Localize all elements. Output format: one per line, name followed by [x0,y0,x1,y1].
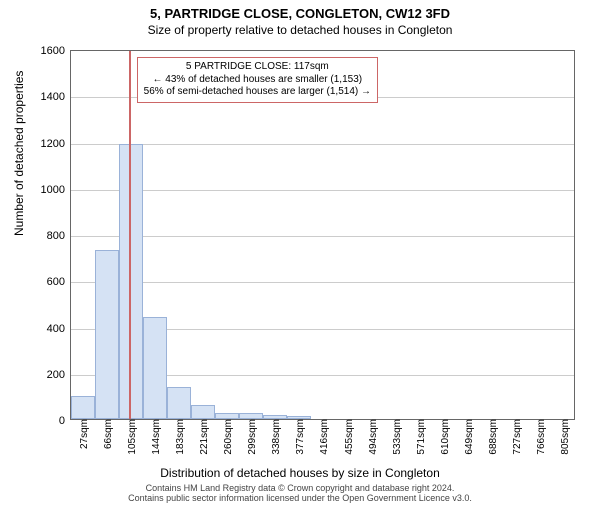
x-tick-label: 571sqm [412,419,427,455]
y-tick-label: 200 [47,369,71,381]
container: 5, PARTRIDGE CLOSE, CONGLETON, CW12 3FD … [0,6,600,506]
x-tick-label: 260sqm [219,419,234,455]
x-tick-label: 144sqm [147,419,162,455]
x-tick-label: 494sqm [364,419,379,455]
y-tick-label: 600 [47,276,71,288]
x-tick-label: 805sqm [556,419,571,455]
gridline [71,144,574,145]
x-tick-label: 533sqm [388,419,403,455]
x-tick-label: 727sqm [508,419,523,455]
x-tick-label: 66sqm [99,419,114,449]
footnote-line2: Contains public sector information licen… [128,493,472,503]
x-tick-label: 377sqm [291,419,306,455]
x-tick-label: 766sqm [532,419,547,455]
histogram-bar [191,405,215,419]
x-tick-label: 299sqm [243,419,258,455]
annotation-box: 5 PARTRIDGE CLOSE: 117sqm← 43% of detach… [137,57,378,103]
y-tick-label: 1000 [41,184,71,196]
y-tick-label: 1200 [41,138,71,150]
chart-area: 0200400600800100012001400160027sqm66sqm1… [70,50,575,420]
annotation-line: ← 43% of detached houses are smaller (1,… [144,74,371,87]
gridline [71,190,574,191]
chart-subtitle: Size of property relative to detached ho… [0,23,600,37]
y-tick-label: 1600 [41,45,71,57]
histogram-bar [119,144,143,419]
x-tick-label: 221sqm [195,419,210,455]
x-tick-label: 416sqm [315,419,330,455]
y-tick-label: 800 [47,230,71,242]
annotation-line: 56% of semi-detached houses are larger (… [144,86,371,99]
y-axis-label: Number of detached properties [12,71,26,236]
x-tick-label: 688sqm [484,419,499,455]
x-tick-label: 649sqm [460,419,475,455]
plot-region: 0200400600800100012001400160027sqm66sqm1… [70,50,575,420]
y-tick-label: 400 [47,323,71,335]
histogram-bar [143,317,167,419]
histogram-bar [167,387,191,419]
x-tick-label: 183sqm [171,419,186,455]
x-tick-label: 610sqm [436,419,451,455]
footnote: Contains HM Land Registry data © Crown c… [0,484,600,504]
y-tick-label: 1400 [41,91,71,103]
x-tick-label: 455sqm [340,419,355,455]
chart-title-address: 5, PARTRIDGE CLOSE, CONGLETON, CW12 3FD [0,6,600,21]
annotation-line: 5 PARTRIDGE CLOSE: 117sqm [144,61,371,74]
x-axis-label: Distribution of detached houses by size … [0,466,600,480]
y-tick-label: 0 [59,415,71,427]
x-tick-label: 338sqm [267,419,282,455]
gridline [71,236,574,237]
footnote-line1: Contains HM Land Registry data © Crown c… [146,483,455,493]
histogram-bar [95,250,119,419]
property-marker-line [129,51,131,419]
x-tick-label: 27sqm [75,419,90,449]
histogram-bar [71,396,95,419]
x-tick-label: 105sqm [123,419,138,455]
gridline [71,282,574,283]
